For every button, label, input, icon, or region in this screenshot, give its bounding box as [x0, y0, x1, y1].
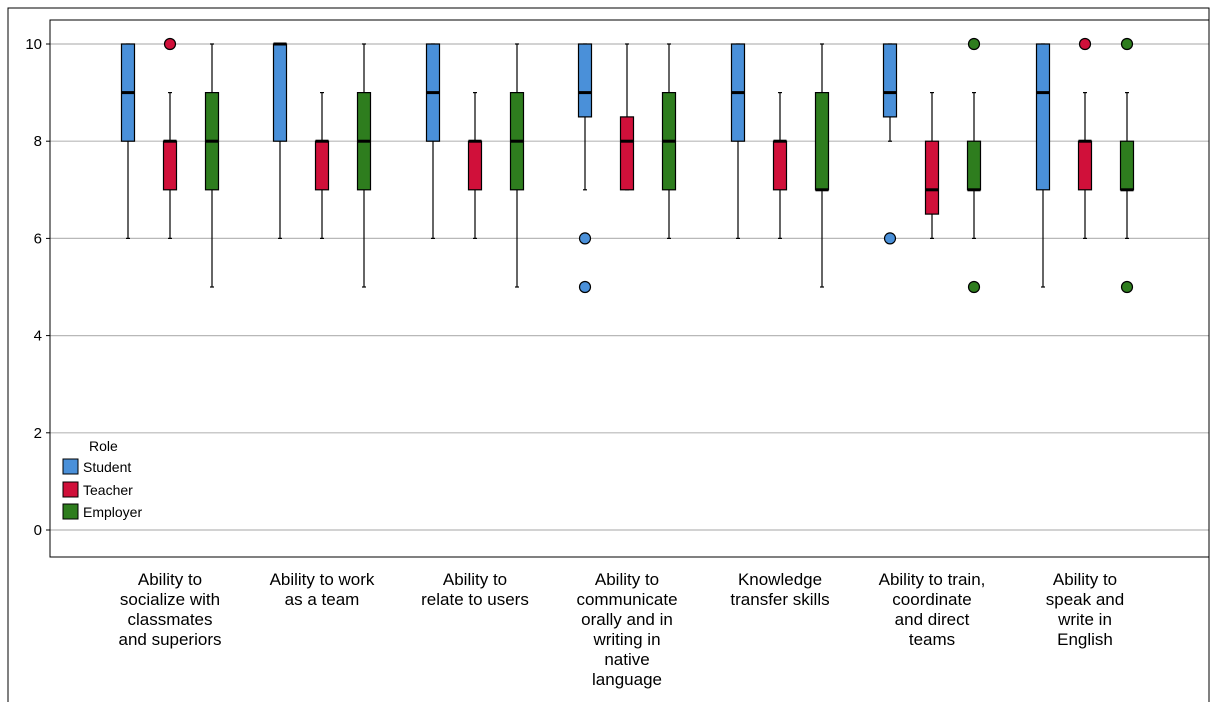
legend-swatch-teacher: [62, 481, 79, 498]
iqr-box: [814, 91, 830, 191]
outlier-point: [967, 37, 981, 51]
box-employer-1: [356, 43, 372, 288]
outlier-point: [163, 37, 177, 51]
iqr-box: [772, 140, 788, 191]
iqr-box: [1119, 140, 1135, 191]
legend-label-student: Student: [83, 459, 131, 475]
legend-swatch-student: [62, 458, 79, 475]
outlier-point: [1120, 280, 1134, 294]
series-student: [120, 42, 1051, 294]
series-teacher: [162, 37, 1093, 239]
x-category-label: Ability to communicate orally and in wri…: [576, 570, 678, 689]
plot-area: [49, 19, 1210, 558]
y-tick-label: 4: [34, 328, 42, 345]
x-category-label: Knowledge transfer skills: [730, 570, 830, 609]
outlier-point: [578, 232, 592, 245]
y-tick-label: 2: [34, 425, 42, 442]
box-student-5: [882, 43, 898, 245]
box-student-2: [425, 43, 441, 239]
iqr-box: [314, 140, 330, 191]
outlier-point: [1078, 37, 1092, 51]
iqr-box: [272, 43, 288, 142]
box-student-4: [730, 43, 746, 239]
box-teacher-3: [619, 43, 635, 191]
box-student-6: [1035, 43, 1051, 288]
box-teacher-6: [1077, 37, 1093, 239]
y-tick-label: 0: [34, 522, 42, 539]
legend-title: Role: [89, 438, 118, 454]
iqr-box: [619, 116, 635, 191]
x-category-label: Ability to relate to users: [421, 570, 529, 609]
iqr-box: [577, 43, 593, 118]
box-employer-6: [1119, 37, 1135, 294]
iqr-box: [882, 43, 898, 118]
box-student-1: [272, 42, 288, 239]
box-teacher-2: [467, 91, 483, 239]
box-employer-3: [661, 43, 677, 239]
box-student-0: [120, 43, 136, 239]
box-teacher-5: [924, 91, 940, 239]
y-axis-ticks: 0 2 4 6 8 10: [25, 36, 50, 539]
box-series: [120, 37, 1135, 294]
box-employer-2: [509, 43, 525, 288]
outlier-point: [967, 280, 981, 294]
iqr-box: [966, 140, 982, 191]
outlier-point: [578, 280, 592, 294]
iqr-box: [162, 140, 178, 191]
box-employer-4: [814, 43, 830, 288]
legend: Role Student Teacher Employer: [62, 438, 142, 520]
outlier-point: [1120, 37, 1134, 51]
outlier-point: [883, 232, 897, 245]
x-category-label: Ability to speak and write in English: [1045, 570, 1125, 649]
iqr-box: [924, 140, 940, 215]
box-teacher-0: [162, 37, 178, 239]
iqr-box: [1077, 140, 1093, 191]
box-teacher-1: [314, 91, 330, 239]
y-tick-label: 8: [34, 133, 42, 150]
x-category-label: Ability to train, coordinate and direct …: [878, 570, 986, 649]
legend-label-teacher: Teacher: [83, 482, 133, 498]
iqr-box: [467, 140, 483, 191]
y-tick-label: 6: [34, 230, 42, 247]
box-employer-5: [966, 37, 982, 294]
box-student-3: [577, 43, 593, 294]
series-employer: [204, 37, 1135, 294]
x-category-label: Ability to work as a team: [269, 570, 375, 609]
iqr-box: [1035, 43, 1051, 191]
legend-swatch-employer: [62, 503, 79, 520]
box-teacher-4: [772, 91, 788, 239]
box-employer-0: [204, 43, 220, 288]
y-tick-label: 10: [25, 36, 42, 53]
x-category-label: Ability to socialize with classmates and…: [118, 570, 222, 649]
legend-label-employer: Employer: [83, 504, 142, 520]
